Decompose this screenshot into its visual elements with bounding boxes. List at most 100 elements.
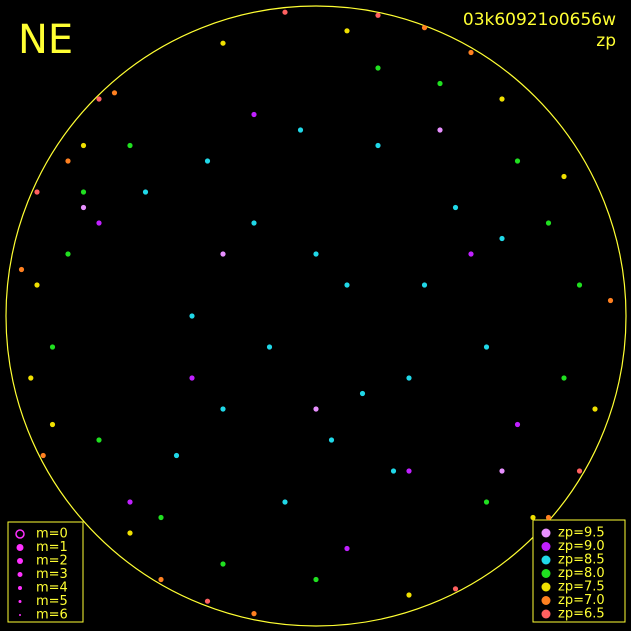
star-point [328,437,335,443]
star-point [282,9,288,15]
magnitude-symbol [18,586,22,590]
legend-label: zp=7.0 [558,593,605,608]
star-point [545,220,552,226]
star-point [561,375,567,381]
star-point [344,545,350,552]
legend-swatch [541,609,551,619]
star-point [483,499,490,505]
star-point [375,142,381,149]
star-point [406,592,412,598]
star-point [65,251,71,257]
star-point [452,586,459,592]
legend-label: zp=8.5 [558,553,605,568]
legend-swatch [541,596,551,605]
magnitude-label: m=3 [36,567,68,582]
star-point [468,251,474,257]
star-point [437,80,443,87]
star-point [576,468,583,474]
horizon-circle [5,5,627,627]
legend-label: zp=9.5 [558,526,605,541]
star-point [251,611,257,617]
star-point [282,499,288,505]
star-point [499,468,505,474]
star-point [127,142,133,149]
star-point [359,390,366,397]
magnitude-label: m=6 [36,608,68,623]
star-point [313,576,319,583]
star-point [483,344,490,350]
star-point [576,282,583,288]
star-point [111,90,118,96]
star-point [96,220,102,226]
star-point [142,189,149,195]
legend-title: zp [596,31,616,51]
magnitude-symbol [15,529,25,539]
star-point [28,375,34,381]
magnitude-label: m=2 [36,554,68,569]
star-point [40,452,46,459]
star-point [18,266,25,273]
star-point [499,235,505,242]
star-point [452,204,459,211]
star-point [375,12,381,18]
star-point [34,282,40,288]
star-point [297,127,304,133]
star-point [390,468,397,474]
star-point [127,530,133,536]
star-point [204,598,211,604]
star-point [49,344,56,350]
magnitude-symbol [16,544,24,551]
star-point [80,189,87,195]
star-point [34,189,40,195]
star-point [189,313,195,319]
star-point [421,25,428,31]
star-point [437,127,443,133]
legend-swatch [541,542,551,551]
legend-swatch [541,528,551,538]
star-point [158,576,164,583]
chart-title: NE [18,17,73,63]
star-point [344,282,350,288]
legend-label: zp=6.5 [558,607,605,622]
star-point [65,158,71,164]
legend-label: zp=9.0 [558,539,605,554]
legend-label: zp=8.0 [558,566,605,581]
star-point [220,40,226,46]
magnitude-label: m=0 [36,527,68,542]
star-point [251,220,257,226]
star-point [173,452,180,459]
magnitude-symbol [19,614,21,616]
legend-swatch [541,569,551,578]
star-point [499,96,505,102]
magnitude-label: m=5 [36,594,68,609]
star-point [80,142,87,149]
star-point [96,437,102,443]
star-point [592,406,598,412]
legend-swatch [541,582,551,592]
star-point [220,561,226,567]
star-point [313,406,319,412]
star-point [80,204,87,211]
star-point [375,65,381,71]
star-point [127,499,133,505]
star-point [406,468,412,474]
star-point [530,514,536,521]
star-point [406,375,412,381]
star-point [189,375,195,381]
star-point [421,282,428,288]
magnitude-symbol [17,572,23,577]
star-point [220,251,226,257]
star-point [344,28,350,34]
star-point [220,406,226,412]
star-point [468,49,474,56]
legend-label: zp=7.5 [558,580,605,595]
star-point [514,421,521,428]
chart-subtitle: 03k60921o0656w [463,10,616,30]
star-point [514,158,521,164]
magnitude-label: m=4 [36,581,68,596]
star-point [49,421,56,428]
star-point [561,173,567,180]
star-point [204,158,211,164]
